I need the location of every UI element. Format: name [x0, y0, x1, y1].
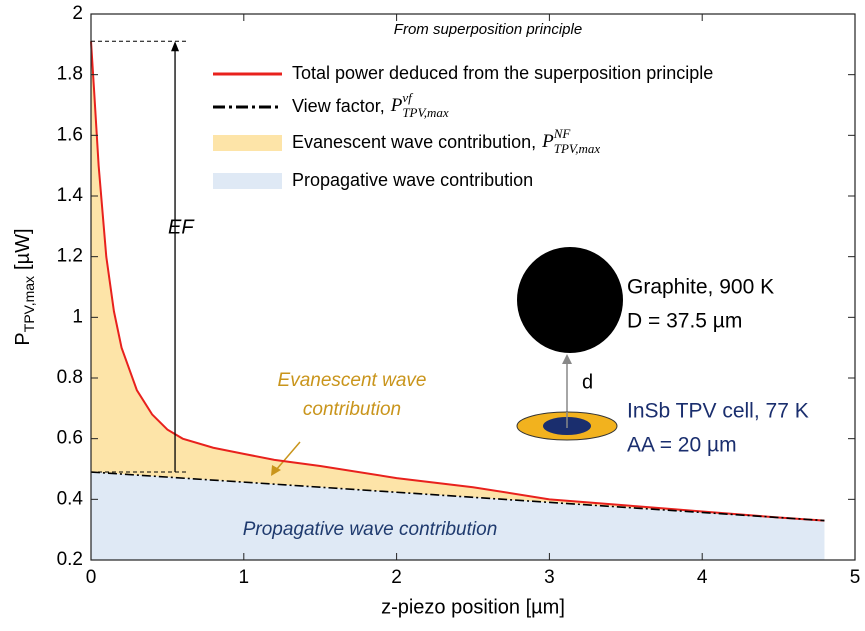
- legend-symbol-sub: TPV,max: [402, 105, 449, 120]
- legend-entry: Total power deduced from the superpositi…: [292, 63, 713, 83]
- legend-symbol-sup: NF: [553, 126, 572, 141]
- legend-swatch: [213, 135, 282, 151]
- y-label-unit: [µW]: [12, 228, 34, 270]
- legend-symbol-base: P: [541, 131, 554, 152]
- gap-label: d: [582, 371, 593, 393]
- legend-name: Evanescent wave contribution,: [292, 132, 536, 152]
- y-tick-label: 1: [72, 306, 83, 327]
- legend-symbol-sub: TPV,max: [554, 141, 601, 156]
- y-tick-label: 0.2: [57, 549, 83, 570]
- y-label-sub: TPV,max: [21, 276, 37, 332]
- legend-entry: Propagative wave contribution: [292, 170, 533, 190]
- legend-name: View factor,: [292, 96, 385, 116]
- legend-symbol-base: P: [390, 95, 403, 116]
- evanescent-area: [91, 41, 825, 521]
- y-tick-label: 1.2: [57, 246, 83, 267]
- legend-name: Propagative wave contribution: [292, 170, 533, 190]
- cell-label: InSb TPV cell, 77 K: [627, 400, 809, 423]
- y-tick-label: 0.4: [57, 488, 84, 509]
- legend-entry: View factor, Pvf TPV,max: [292, 90, 449, 120]
- cell-label: AA = 20 µm: [627, 434, 737, 457]
- total-line: [90, 41, 825, 522]
- x-tick-label: 4: [697, 567, 708, 588]
- ef-label: EF: [168, 216, 195, 238]
- x-tick-label: 3: [544, 567, 555, 588]
- evanescent-label: contribution: [303, 399, 401, 420]
- legend-symbol-sup: vf: [402, 90, 414, 105]
- chart-title: From superposition principle: [394, 21, 582, 38]
- x-tick-label: 5: [850, 567, 861, 588]
- y-tick-label: 1.4: [57, 185, 84, 206]
- y-tick-label: 0.8: [57, 367, 83, 388]
- x-tick-label: 0: [86, 567, 97, 588]
- legend-name: Total power deduced from the superpositi…: [292, 63, 713, 83]
- legend-swatch: [213, 173, 282, 189]
- view-factor-line: [90, 471, 825, 522]
- annotation-arrow: [275, 441, 301, 471]
- evanescent-label: Evanescent wave: [278, 370, 427, 391]
- y-tick-label: 2: [72, 3, 83, 24]
- sphere-label: Graphite, 900 K: [627, 276, 774, 299]
- y-tick-label: 1.6: [57, 124, 83, 145]
- graphite-sphere: [517, 247, 623, 353]
- x-tick-label: 1: [239, 567, 250, 588]
- propagative-label: Propagative wave contribution: [243, 519, 498, 540]
- x-tick-label: 2: [391, 567, 402, 588]
- y-tick-label: 0.6: [57, 428, 83, 449]
- legend-entry: Evanescent wave contribution, PNF TPV,max: [292, 126, 600, 156]
- ef-arrowhead: [171, 41, 180, 52]
- y-axis-label: PTPV,max [µW]: [12, 228, 36, 345]
- sphere-label: D = 37.5 µm: [627, 310, 742, 333]
- gap-arrowhead: [562, 354, 572, 364]
- annotation-arrowhead: [271, 465, 281, 476]
- y-label-base: P: [12, 332, 34, 345]
- plot-frame: [90, 13, 856, 561]
- y-tick-label: 1.8: [57, 64, 83, 85]
- propagative-area: [91, 472, 825, 560]
- x-axis-label: z-piezo position [µm]: [381, 596, 565, 618]
